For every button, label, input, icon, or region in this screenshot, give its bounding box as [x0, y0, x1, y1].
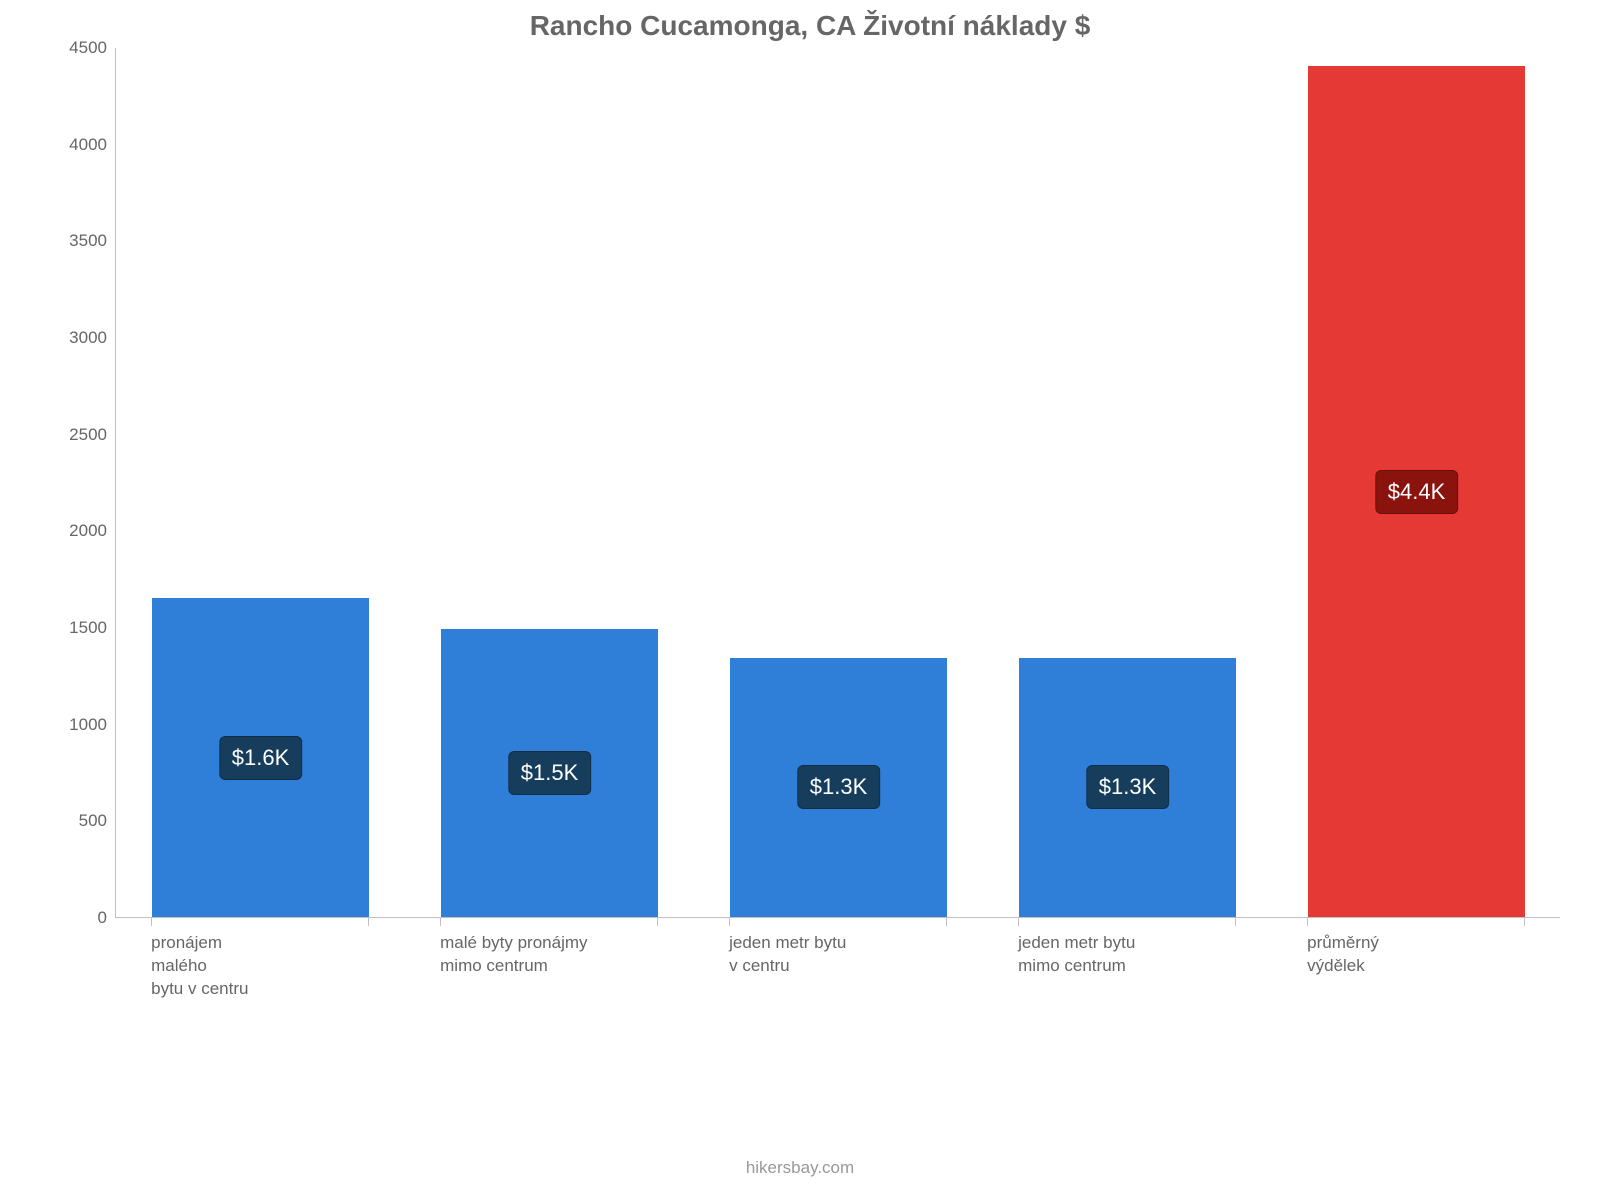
- value-badge: $1.5K: [508, 751, 592, 795]
- x-label: malé byty pronájmy mimo centrum: [440, 918, 693, 978]
- y-axis: 050010001500200025003000350040004500: [60, 48, 115, 918]
- y-tick-label: 4500: [69, 38, 107, 58]
- x-label: průměrný výdělek: [1307, 918, 1560, 978]
- x-label: pronájem malého bytu v centru: [151, 918, 404, 1001]
- y-tick-label: 3500: [69, 231, 107, 251]
- x-label: jeden metr bytu mimo centrum: [1018, 918, 1271, 978]
- x-tick: [368, 918, 369, 926]
- y-tick-label: 0: [98, 908, 107, 928]
- x-cell: jeden metr bytu v centru: [693, 918, 982, 1038]
- x-tick: [729, 918, 730, 926]
- x-tick: [1307, 918, 1308, 926]
- x-tick: [1235, 918, 1236, 926]
- chart-container: Rancho Cucamonga, CA Životní náklady $ 0…: [60, 10, 1560, 1060]
- y-tick-label: 2500: [69, 425, 107, 445]
- x-tick: [946, 918, 947, 926]
- bar: $1.5K: [441, 629, 658, 917]
- value-badge: $1.3K: [797, 765, 881, 809]
- plot-row: 050010001500200025003000350040004500 $1.…: [60, 48, 1560, 918]
- x-label: jeden metr bytu v centru: [729, 918, 982, 978]
- y-tick-label: 3000: [69, 328, 107, 348]
- value-badge: $4.4K: [1375, 470, 1459, 514]
- x-tick: [440, 918, 441, 926]
- bar: $4.4K: [1308, 66, 1525, 917]
- bar: $1.3K: [730, 658, 947, 917]
- x-cell: průměrný výdělek: [1271, 918, 1560, 1038]
- x-axis: pronájem malého bytu v centru malé byty p…: [115, 918, 1560, 1038]
- chart-title: Rancho Cucamonga, CA Životní náklady $: [60, 10, 1560, 42]
- x-tick: [1524, 918, 1525, 926]
- x-tick: [151, 918, 152, 926]
- value-badge: $1.6K: [219, 736, 303, 780]
- bar: $1.3K: [1019, 658, 1236, 917]
- value-badge: $1.3K: [1086, 765, 1170, 809]
- bar: $1.6K: [152, 598, 369, 917]
- x-tick: [1018, 918, 1019, 926]
- plot-area: $1.6K $1.5K $1.3K $1.3K $4.4K: [115, 48, 1560, 918]
- x-cell: pronájem malého bytu v centru: [115, 918, 404, 1038]
- y-tick-label: 1500: [69, 618, 107, 638]
- x-cell: jeden metr bytu mimo centrum: [982, 918, 1271, 1038]
- x-cell: malé byty pronájmy mimo centrum: [404, 918, 693, 1038]
- y-tick-label: 1000: [69, 715, 107, 735]
- y-tick-label: 2000: [69, 521, 107, 541]
- footer-attribution: hikersbay.com: [0, 1158, 1600, 1178]
- y-tick-label: 4000: [69, 135, 107, 155]
- y-tick-label: 500: [79, 811, 107, 831]
- x-tick: [657, 918, 658, 926]
